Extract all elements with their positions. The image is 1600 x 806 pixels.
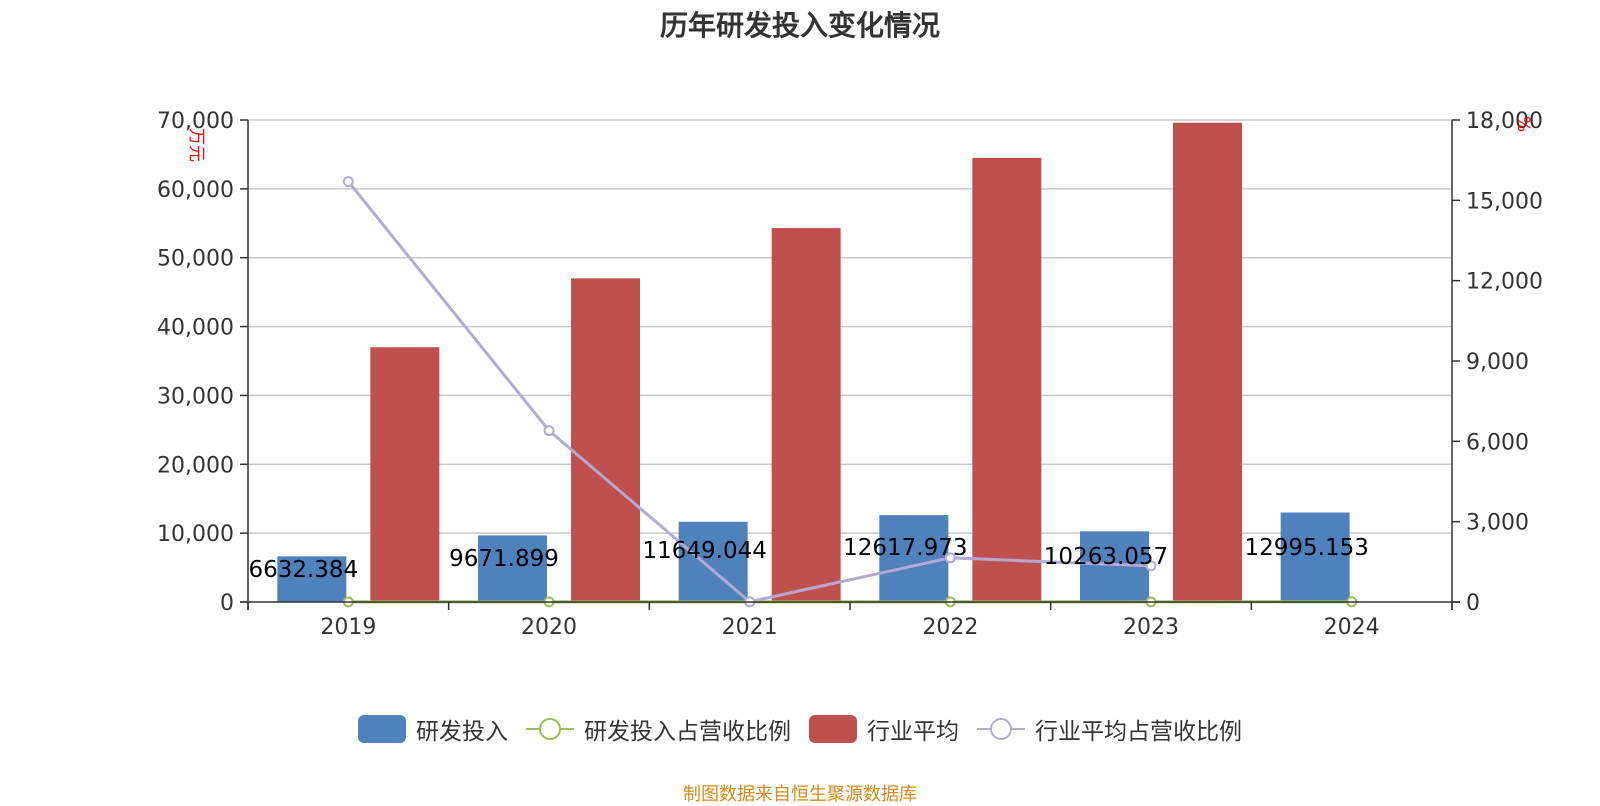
legend-label-industry-ratio: 行业平均占营收比例 bbox=[1035, 712, 1242, 746]
legend-item-industry-ratio[interactable]: 行业平均占营收比例 bbox=[977, 712, 1242, 746]
industry-bar bbox=[972, 158, 1041, 602]
right-axis-tick-label: 9,000 bbox=[1466, 350, 1529, 375]
rd-bar-label: 11649.044 bbox=[642, 538, 766, 564]
legend-swatch-rd bbox=[358, 715, 406, 743]
right-axis-tick-label: 15,000 bbox=[1466, 189, 1543, 214]
x-axis-tick-label: 2024 bbox=[1324, 615, 1380, 640]
legend-item-industry[interactable]: 行业平均 bbox=[809, 712, 959, 746]
rd-bar-label: 9671.899 bbox=[449, 546, 559, 572]
industry-bar bbox=[571, 278, 640, 602]
left-axis-tick-label: 30,000 bbox=[157, 384, 234, 409]
x-axis-tick-label: 2019 bbox=[320, 615, 376, 640]
right-axis-tick-label: 0 bbox=[1466, 591, 1480, 616]
right-axis-tick-label: 6,000 bbox=[1466, 430, 1529, 455]
left-axis-tick-label: 20,000 bbox=[157, 453, 234, 478]
legend: 研发投入 研发投入占营收比例 行业平均 行业平均占营收比例 bbox=[0, 712, 1600, 746]
legend-item-rd[interactable]: 研发投入 bbox=[358, 712, 508, 746]
left-axis-unit: 万元 bbox=[186, 128, 206, 162]
industry-bar bbox=[370, 347, 439, 602]
left-axis-tick-label: 60,000 bbox=[157, 178, 234, 203]
source-note: 制图数据来自恒生聚源数据库 bbox=[0, 780, 1600, 806]
legend-label-rd-ratio: 研发投入占营收比例 bbox=[584, 712, 791, 746]
industry-ratio-point bbox=[545, 426, 554, 435]
legend-label-industry: 行业平均 bbox=[867, 712, 959, 746]
x-axis-tick-label: 2021 bbox=[722, 615, 778, 640]
rd-bar-label: 10263.057 bbox=[1044, 544, 1168, 570]
industry-bar bbox=[772, 228, 841, 602]
industry-ratio-point bbox=[344, 177, 353, 186]
legend-label-rd: 研发投入 bbox=[416, 712, 508, 746]
industry-bar bbox=[1173, 123, 1242, 602]
right-axis-tick-label: 12,000 bbox=[1466, 270, 1543, 295]
x-axis-tick-label: 2022 bbox=[922, 615, 978, 640]
legend-item-rd-ratio[interactable]: 研发投入占营收比例 bbox=[526, 712, 791, 746]
right-axis-tick-label: 3,000 bbox=[1466, 511, 1529, 536]
left-axis-tick-label: 0 bbox=[220, 591, 234, 616]
rd-bar-label: 6632.384 bbox=[248, 557, 358, 583]
legend-swatch-industry bbox=[809, 715, 857, 743]
left-axis-tick-label: 10,000 bbox=[157, 522, 234, 547]
legend-swatch-rd-ratio bbox=[526, 715, 574, 743]
rd-bar-label: 12617.973 bbox=[843, 535, 967, 561]
bars bbox=[277, 123, 1349, 602]
legend-swatch-industry-ratio bbox=[977, 715, 1025, 743]
right-axis-unit: % bbox=[1513, 116, 1533, 132]
left-axis-tick-label: 50,000 bbox=[157, 247, 234, 272]
x-axis-tick-label: 2023 bbox=[1123, 615, 1179, 640]
x-axis-tick-label: 2020 bbox=[521, 615, 577, 640]
rd-bar-label: 12995.153 bbox=[1244, 535, 1368, 561]
left-axis-tick-label: 40,000 bbox=[157, 316, 234, 341]
